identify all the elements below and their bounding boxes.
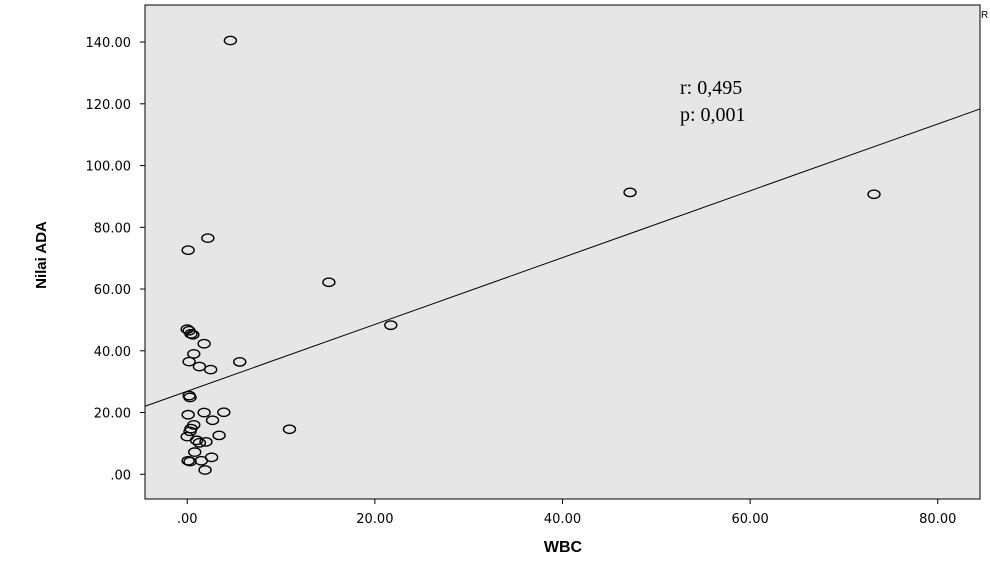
data-point (197, 338, 211, 349)
fit-line (144, 108, 981, 407)
data-point (201, 233, 215, 244)
x-tick-label: .00 (177, 512, 198, 527)
data-point (217, 407, 231, 418)
y-tick-label: 140.00 (86, 36, 132, 51)
annotation-p: p: 0,001 (680, 104, 746, 126)
data-point (223, 35, 238, 46)
plot-area (144, 4, 981, 500)
x-tick-label: 80.00 (919, 512, 956, 527)
annotation-r: r: 0,495 (680, 77, 742, 99)
data-point (205, 415, 220, 426)
data-point (183, 426, 197, 437)
y-tick-label: 20.00 (94, 407, 131, 422)
y-tick-label: 60.00 (94, 283, 131, 298)
data-point (194, 455, 208, 466)
data-point (192, 361, 207, 372)
x-axis-title: WBC (544, 539, 583, 556)
y-axis-title: Nilai ADA (33, 221, 50, 289)
data-point (282, 424, 297, 435)
data-point (197, 407, 211, 418)
data-point (867, 189, 881, 200)
data-point (203, 364, 218, 375)
data-point (189, 435, 204, 446)
data-point (186, 329, 200, 340)
data-point (212, 430, 226, 441)
data-point (182, 356, 196, 367)
y-tick-label: 100.00 (86, 160, 132, 175)
y-tick-label: 120.00 (86, 98, 132, 113)
data-point (384, 320, 398, 331)
points-layer (180, 35, 881, 475)
x-tick-label: 60.00 (732, 512, 769, 527)
axes: .00 20.00 40.00 60.00 80.00 .00 20.00 40.00 60.0… (86, 36, 957, 527)
x-tick-label: 20.00 (356, 512, 393, 527)
data-point (198, 465, 212, 475)
data-point (623, 187, 637, 198)
data-point (187, 348, 201, 359)
data-point (181, 409, 195, 420)
data-point (188, 447, 202, 457)
y-tick-label: 40.00 (94, 345, 131, 360)
fit-line-layer (144, 108, 981, 407)
data-point (199, 436, 213, 447)
data-point (322, 277, 336, 288)
data-point (181, 245, 195, 256)
data-point (184, 328, 198, 339)
data-point (233, 357, 247, 367)
x-tick-label: 40.00 (544, 512, 581, 527)
data-point (183, 392, 197, 403)
data-point (192, 437, 207, 448)
data-point (181, 455, 195, 466)
corner-mark: R (981, 10, 988, 21)
y-tick-label: 80.00 (94, 221, 131, 236)
y-tick-label: .00 (110, 468, 131, 483)
